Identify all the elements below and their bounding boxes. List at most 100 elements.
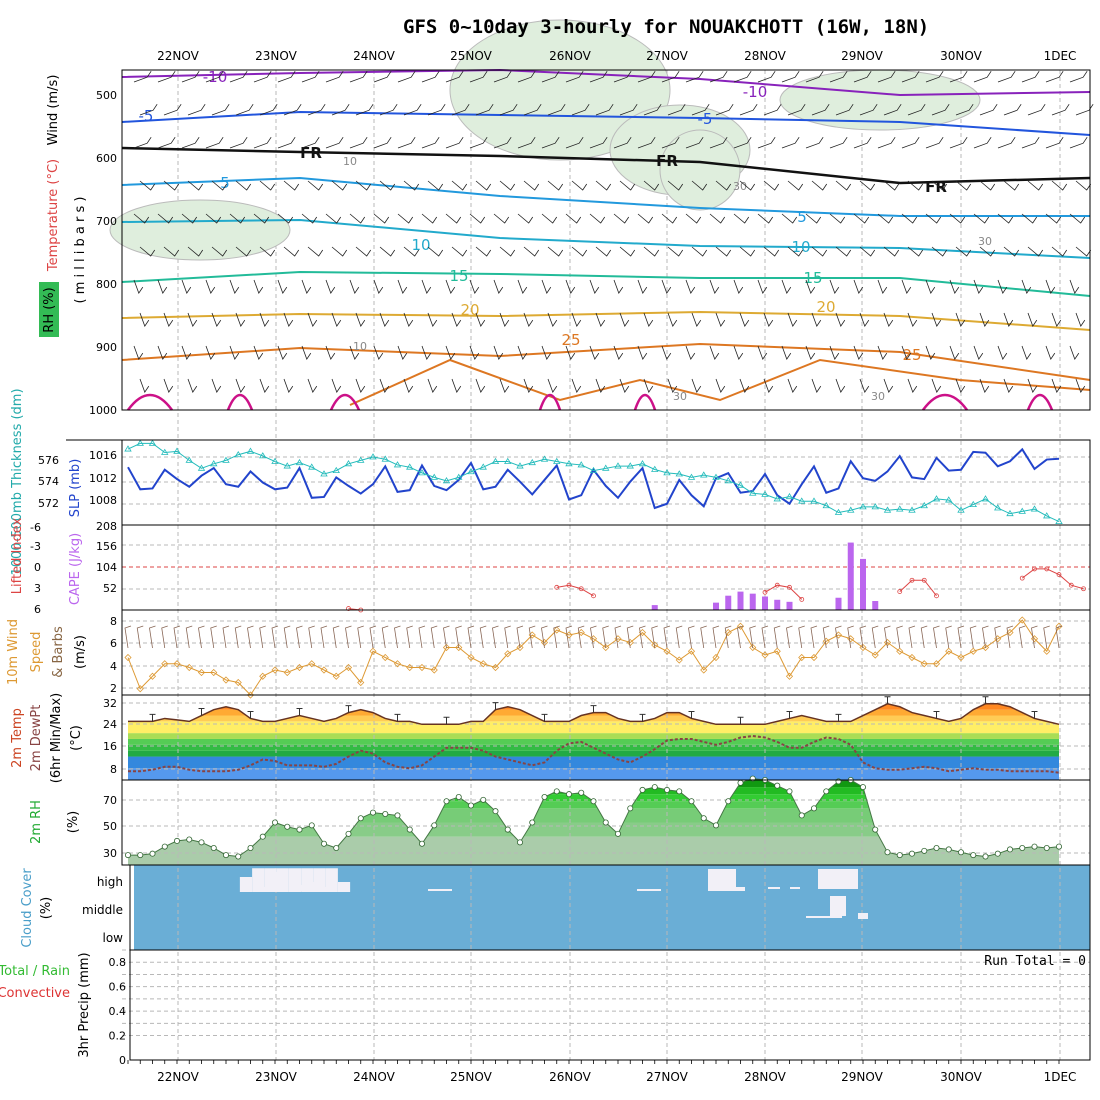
cape-bar [737,591,744,610]
temp-minmax-bar [198,708,205,716]
li-tick: -6 [30,521,41,534]
thickness-point [197,464,206,471]
wind-barb [643,103,662,116]
wind-speed-point [491,663,500,672]
wind-barb [1045,70,1064,83]
rh-point [860,784,867,791]
wind-speed-point [197,668,206,677]
wind-barb [517,345,528,361]
wind-barb [931,180,948,191]
wind-barb [781,213,798,224]
cloud-unit: (%) [39,897,54,920]
wind-barb [541,345,552,361]
cape-bar [774,599,781,610]
temp-contour [121,270,1091,297]
wind-barb [853,136,872,149]
contour-label: FR [656,152,678,170]
wind-barb [619,378,630,394]
wind-barb [211,103,230,116]
wind-barb [427,180,444,191]
wind10-barb [504,625,511,649]
thickness-point [700,471,708,478]
wind-speed-point [896,647,904,655]
wind-speed-point [1043,647,1051,655]
wind-barb [211,312,222,328]
temp-tick: 16 [103,740,117,753]
wind-speed-line [127,619,1060,696]
wind-barb [637,279,648,295]
rh-point [443,798,450,805]
wind-barb [259,103,278,116]
wind10-barb [920,625,928,649]
wind-barb [139,312,150,328]
wind-barb [283,180,300,191]
precip-label-1: Total / Rain [0,964,70,979]
wind-barb [853,213,870,224]
rh-point [394,812,401,819]
wind-barb [595,378,606,394]
magenta-contour [538,393,562,411]
wind-barb [157,136,176,149]
li-point [1056,572,1062,577]
rh-point [921,847,928,854]
temp-band [128,703,1059,710]
wind-barb [403,378,414,394]
wind-barb [931,103,950,116]
wind-barb [805,70,824,83]
wind-barb [547,246,564,257]
wind-barb [907,103,926,116]
temp-band [128,733,1059,739]
li-line [348,568,1084,611]
wind-barb [733,136,752,149]
wind-barb [1003,103,1022,116]
wind-barb [331,103,350,116]
temp-contour [349,358,1091,406]
wind-barb [595,312,606,328]
contour-label: -5 [139,107,154,125]
wind-barb [277,345,288,361]
thickness-point [810,497,818,504]
wind10-barb [185,625,193,649]
wind-barb [877,345,888,361]
date-label-bottom: 24NOV [353,1070,395,1084]
precip-label-2: Convective [0,986,70,1001]
temp-tick: 24 [103,718,117,731]
wind10-barb [161,625,168,649]
wind-barb [349,70,368,83]
wind10-barb [455,625,462,649]
wind-barb [307,378,318,394]
date-label-top: 27NOV [646,49,688,63]
wind-barb [187,312,198,328]
wind-speed-point [773,647,781,655]
wind-barb [451,378,462,394]
dewpoint-line [128,735,1060,774]
wind-barb [235,312,246,328]
wind-barb [259,180,276,191]
precip-ylabels: Total / Rain Convective 3hr Precip (mm) … [0,952,1086,1057]
wind-speed-point [687,647,696,655]
wind-speed-point [259,672,267,680]
wind-barb [325,70,344,83]
date-label-bottom: 29NOV [841,1070,883,1084]
li-point [1019,575,1025,581]
wind10-barb [871,625,879,649]
wind-barb [403,103,422,116]
wind-barb [709,136,728,149]
wind-speed-point [675,656,683,664]
temp-minmax-bar [737,716,744,725]
wind10-barb [994,625,1001,649]
rh-point [798,812,805,819]
wind-barb [445,345,456,361]
wind-barb [949,70,968,83]
thickness-point [136,439,144,446]
contour-label: 25 [561,331,580,349]
wind-barb [469,279,480,295]
temp2m-label-3: (6hr Min/Max) [49,693,64,783]
thickness-point [479,463,487,470]
run-total: Run Total = 0 [984,954,1086,969]
wind-barb [331,180,348,191]
wind-barb [883,246,900,257]
profile-tick: 500 [96,89,117,102]
wind-barb [181,213,198,224]
wind-barb [331,312,342,328]
